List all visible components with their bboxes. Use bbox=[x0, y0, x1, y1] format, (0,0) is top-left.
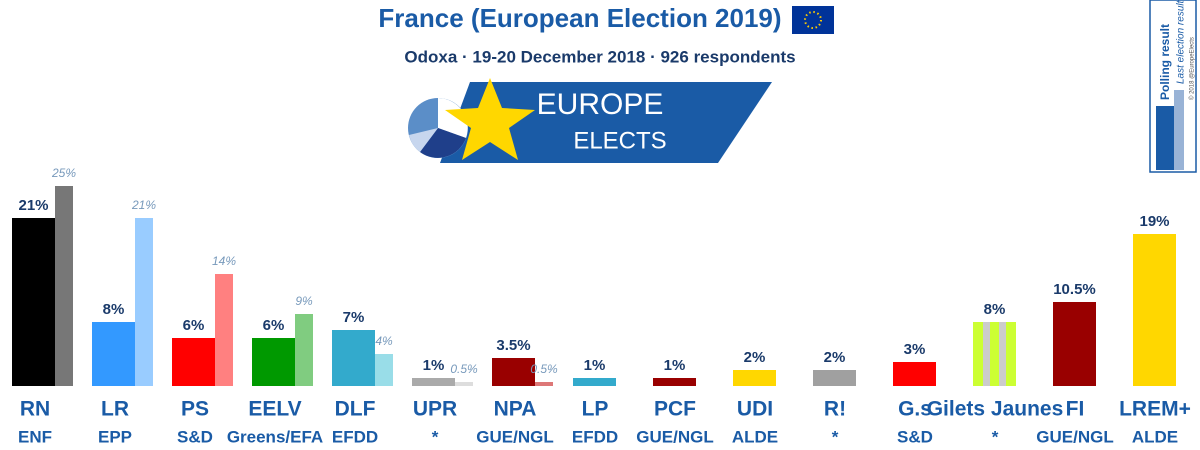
legend-label: Polling result bbox=[1158, 24, 1172, 100]
value-label: 19% bbox=[1139, 213, 1169, 230]
bar bbox=[893, 362, 936, 386]
logo-text: ELECTS bbox=[573, 127, 666, 154]
value-label: 0.5% bbox=[450, 362, 478, 376]
value-label: 6% bbox=[183, 317, 205, 334]
value-label: 3.5% bbox=[496, 337, 530, 354]
x-tick-label: LREM+ bbox=[1119, 398, 1191, 421]
value-label: 0.5% bbox=[530, 362, 558, 376]
value-label: 21% bbox=[131, 198, 156, 212]
bar bbox=[215, 274, 233, 386]
group-label: GUE/NGL bbox=[1036, 427, 1113, 446]
bar bbox=[973, 322, 1016, 386]
group-label: ALDE bbox=[1132, 427, 1178, 446]
logo: EUROPE ELECTS bbox=[408, 78, 772, 163]
logo-text: EUROPE bbox=[537, 88, 664, 121]
group-label: EFDD bbox=[572, 427, 618, 446]
bar bbox=[455, 382, 473, 386]
bar bbox=[172, 338, 215, 386]
x-tick-label: NPA bbox=[494, 398, 537, 421]
group-label: S&D bbox=[177, 427, 213, 446]
bar bbox=[813, 370, 856, 386]
group-label: GUE/NGL bbox=[636, 427, 713, 446]
value-label: 2% bbox=[744, 349, 766, 366]
x-tick-label: LR bbox=[101, 398, 129, 421]
value-label: 25% bbox=[51, 166, 76, 180]
bar bbox=[375, 354, 393, 386]
group-label: * bbox=[992, 427, 999, 446]
x-tick-label: DLF bbox=[335, 398, 376, 421]
value-label: 2% bbox=[824, 349, 846, 366]
bar bbox=[573, 378, 616, 386]
x-tick-label: PCF bbox=[654, 398, 696, 421]
value-label: 10.5% bbox=[1053, 281, 1096, 298]
bar bbox=[332, 330, 375, 386]
value-label: 1% bbox=[423, 357, 445, 374]
bar bbox=[653, 378, 696, 386]
bar bbox=[92, 322, 135, 386]
bar bbox=[1133, 234, 1176, 386]
value-label: 3% bbox=[904, 341, 926, 358]
bar-stripe bbox=[999, 322, 1006, 386]
bar bbox=[412, 378, 455, 386]
x-tick-label: PS bbox=[181, 398, 209, 421]
value-label: 8% bbox=[984, 301, 1006, 318]
group-label: ENF bbox=[18, 427, 52, 446]
value-label: 7% bbox=[343, 309, 365, 326]
group-label: EFDD bbox=[332, 427, 378, 446]
x-tick-label: EELV bbox=[248, 398, 301, 421]
x-tick-label: UDI bbox=[737, 398, 773, 421]
bar bbox=[252, 338, 295, 386]
bar bbox=[135, 218, 153, 386]
bar bbox=[12, 218, 55, 386]
value-label: 1% bbox=[664, 357, 686, 374]
value-label: 21% bbox=[18, 197, 48, 214]
eu-flag bbox=[792, 6, 834, 34]
group-label: GUE/NGL bbox=[476, 427, 553, 446]
x-tick-label: G.s bbox=[898, 398, 932, 421]
value-label: 8% bbox=[103, 301, 125, 318]
value-label: 9% bbox=[295, 294, 313, 308]
group-label: S&D bbox=[897, 427, 933, 446]
legend: Polling result Last election result © 20… bbox=[1149, 0, 1197, 173]
value-label: 4% bbox=[375, 334, 393, 348]
bar-stripe bbox=[983, 322, 990, 386]
group-label: * bbox=[432, 427, 439, 446]
bar bbox=[1053, 302, 1096, 386]
bar bbox=[535, 382, 553, 386]
bar bbox=[295, 314, 313, 386]
chart-subtitle: Odoxa · 19-20 December 2018 · 926 respon… bbox=[404, 47, 795, 66]
x-tick-label: LP bbox=[582, 398, 609, 421]
x-tick-label: Gilets Jaunes bbox=[927, 398, 1064, 421]
group-label: ALDE bbox=[732, 427, 778, 446]
value-label: 6% bbox=[263, 317, 285, 334]
bar bbox=[492, 358, 535, 386]
chart-title: France (European Election 2019) bbox=[378, 3, 781, 33]
bar bbox=[733, 370, 776, 386]
group-label: Greens/EFA bbox=[227, 427, 323, 446]
x-tick-label: FI bbox=[1066, 398, 1085, 421]
value-label: 1% bbox=[584, 357, 606, 374]
bar bbox=[55, 186, 73, 386]
x-tick-label: R! bbox=[824, 398, 846, 421]
credit: © 2018 @EuropeElects bbox=[1189, 37, 1196, 100]
value-label: 14% bbox=[212, 254, 236, 268]
group-label: * bbox=[832, 427, 839, 446]
x-tick-label: UPR bbox=[413, 398, 457, 421]
group-label: EPP bbox=[98, 427, 132, 446]
legend-label: Last election result bbox=[1176, 0, 1187, 84]
x-tick-label: RN bbox=[20, 398, 50, 421]
